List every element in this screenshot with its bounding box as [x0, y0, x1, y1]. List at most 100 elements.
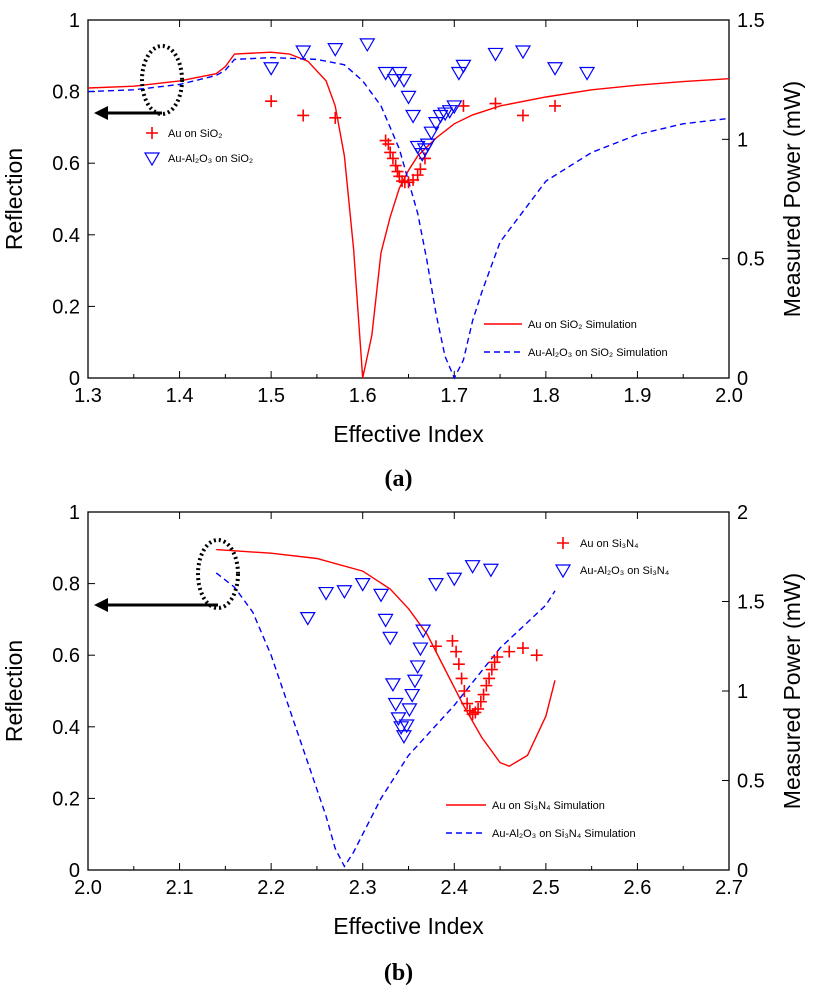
y-tick-label: 0.8 [52, 574, 80, 596]
data-point [398, 719, 415, 734]
x-axis-title: Effective Index [333, 421, 484, 447]
y2-tick-label: 1.5 [737, 592, 765, 614]
data-point [480, 679, 493, 692]
y2-tick-label: 1 [737, 129, 748, 151]
data-point [488, 656, 501, 669]
x-tick-label: 1.8 [532, 385, 560, 407]
data-point [382, 138, 395, 151]
data-point [546, 62, 564, 76]
data-point [458, 685, 471, 697]
data-point [472, 702, 485, 715]
data-point [263, 62, 280, 76]
annotation-ellipse [196, 538, 240, 610]
data-point [327, 43, 344, 57]
panel-a: 1.3 1.4 1.5 1.6 1.7 1.8 1.9 2.000.20.40.60.8100… [1, 10, 805, 492]
legend-marker [557, 537, 569, 549]
x-tick-label: 2.2 [257, 877, 285, 899]
data-point [401, 703, 418, 718]
data-point [395, 74, 412, 88]
data-point [387, 697, 404, 712]
data-point [411, 169, 424, 182]
series-scatter-3 [299, 560, 499, 744]
x-tick-label: 2.6 [624, 877, 652, 899]
data-point [429, 640, 442, 653]
series-line-0 [87, 51, 730, 379]
data-point [295, 45, 312, 60]
x-tick-label: 2.0 [715, 385, 743, 407]
data-point [412, 642, 429, 657]
x-tick-label: 1.4 [166, 385, 194, 407]
y-tick-label: 0.4 [52, 225, 80, 247]
series-line-1 [215, 572, 556, 868]
panel-label: (a) [385, 466, 413, 492]
data-point [384, 678, 401, 693]
annotation-arrow-head [94, 598, 108, 612]
x-tick-label: 2.0 [74, 877, 102, 899]
data-point [336, 585, 353, 599]
legend-label: Au on SiO₂ Simulation [528, 319, 637, 331]
data-point [516, 642, 529, 655]
data-point [437, 107, 454, 122]
y2-axis-title: Measured Power (mW) [779, 81, 805, 317]
x-tick-label: 2.3 [349, 877, 377, 899]
data-point [404, 688, 421, 703]
legend-label: Au-Al₂O₃ on Si₃N₄ Simulation [492, 828, 636, 840]
y2-tick-label: 1 [737, 681, 748, 703]
data-point [419, 138, 436, 153]
data-point [452, 658, 465, 671]
y2-tick-label: 0.5 [737, 771, 765, 793]
data-point [396, 175, 409, 188]
data-point [466, 708, 479, 721]
y2-tick-label: 0 [737, 368, 748, 390]
x-tick-label: 1.9 [624, 385, 652, 407]
data-point [386, 152, 399, 165]
data-point [579, 66, 596, 81]
data-point [446, 634, 459, 647]
data-point [415, 624, 432, 639]
data-point [487, 47, 504, 62]
legend-marker [554, 564, 572, 579]
annotation-ellipse [140, 44, 184, 116]
legend-label: Au on Si₃N₄ Simulation [492, 800, 605, 812]
data-point [503, 645, 516, 658]
y-tick-label: 0.8 [52, 82, 80, 104]
data-point [464, 560, 481, 574]
data-point [329, 111, 342, 124]
data-point [318, 586, 335, 601]
y-axis-title: Reflection [1, 640, 27, 742]
data-point [530, 649, 543, 662]
data-point [477, 688, 490, 701]
x-tick-label: 2.4 [440, 877, 468, 899]
x-tick-label: 1.5 [257, 385, 285, 407]
data-point [450, 66, 467, 81]
series-line-0 [216, 548, 556, 767]
data-point [372, 588, 390, 603]
data-point [427, 117, 445, 131]
x-tick-label: 2.5 [532, 877, 560, 899]
data-point [549, 99, 562, 112]
data-point [474, 695, 487, 708]
series-line-1 [87, 56, 730, 380]
data-point [395, 730, 412, 744]
y-tick-label: 1 [69, 10, 80, 32]
data-point [389, 159, 402, 172]
data-point [265, 95, 278, 108]
y-tick-label: 0.6 [52, 645, 80, 667]
y-tick-label: 0.2 [52, 788, 80, 810]
x-tick-label: 2.1 [166, 877, 194, 899]
x-tick-label: 1.6 [349, 385, 377, 407]
data-point [414, 163, 427, 176]
y2-tick-label: 0 [737, 860, 748, 882]
y-tick-label: 0.2 [52, 296, 80, 318]
annotation-arrow-head [94, 106, 108, 120]
data-point [354, 578, 371, 592]
legend-marker [143, 152, 161, 167]
series-scatter-3 [263, 38, 596, 162]
y-tick-label: 1 [69, 502, 80, 524]
x-axis-title: Effective Index [333, 913, 484, 939]
legend-label: Au-Al₂O₃ on Si₃N₄ [580, 565, 670, 577]
data-point [491, 650, 504, 663]
y-tick-label: 0 [69, 860, 80, 882]
y2-axis-title: Measured Power (mW) [779, 573, 805, 809]
panel-label: (b) [384, 960, 413, 986]
